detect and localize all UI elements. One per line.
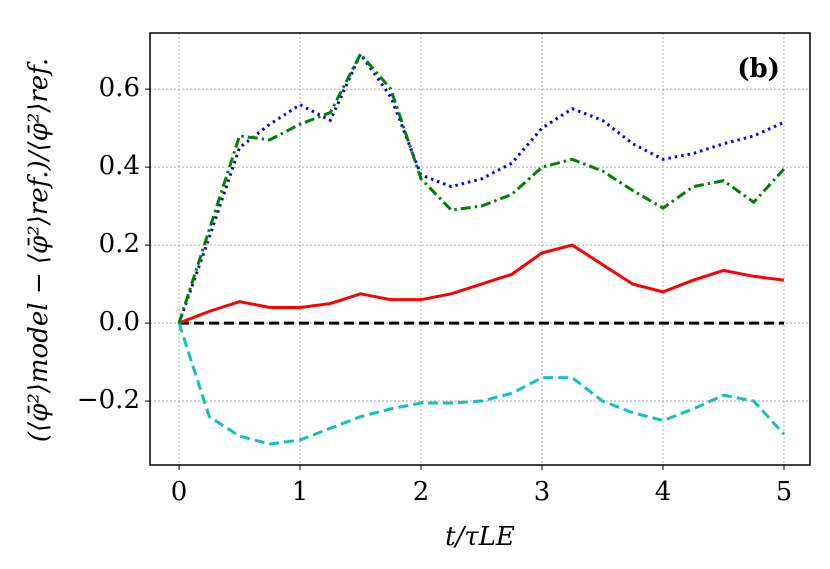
x-tick-label: 3 xyxy=(534,477,551,507)
y-tick-label: −0.2 xyxy=(77,385,140,415)
x-tick-label: 4 xyxy=(655,477,672,507)
data-line xyxy=(177,322,786,446)
data-line xyxy=(177,51,786,324)
data-line xyxy=(178,243,785,325)
x-tick-label: 2 xyxy=(413,477,430,507)
plot-frame xyxy=(149,32,811,466)
annotation: (b) xyxy=(737,54,780,84)
y-tick-label: 0.6 xyxy=(99,73,140,103)
x-tick-label: 5 xyxy=(776,477,793,507)
data-line xyxy=(177,51,785,324)
y-tick-label: 0.0 xyxy=(99,307,140,337)
x-tick-label: 0 xyxy=(171,477,188,507)
x-axis-label: t/τLE xyxy=(445,522,515,552)
x-tick-label: 1 xyxy=(292,477,309,507)
y-tick-label: 0.4 xyxy=(99,151,140,181)
y-axis-label: (⟨φ̄²⟩model − ⟨φ̄²⟩ref.)/⟨φ̄²⟩ref. xyxy=(24,58,54,442)
y-tick-label: 0.2 xyxy=(99,229,140,259)
